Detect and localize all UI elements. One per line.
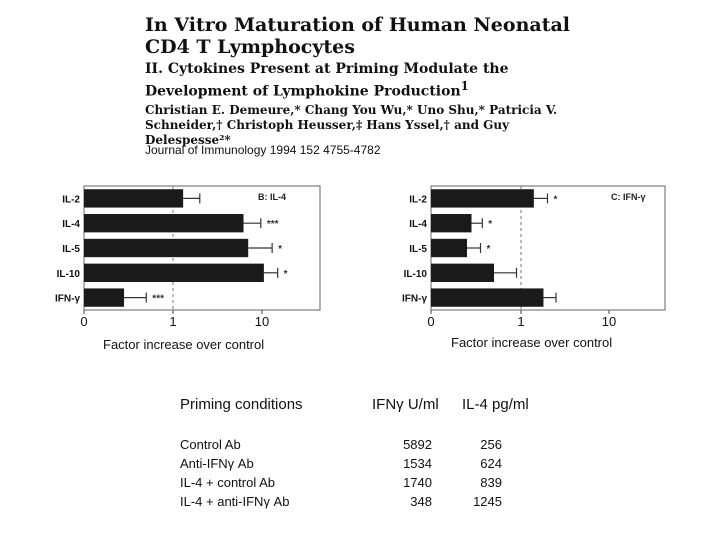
bar [84,189,184,208]
table-cell-ifng: 5892 [403,437,432,452]
category-label: IL-10 [57,269,81,280]
article-header: In Vitro Maturation of Human Neonatal CD… [145,14,575,148]
table-row: Control Ab 5892 256 [180,437,520,455]
bar [431,214,472,233]
table-cell-il4: 624 [480,456,502,471]
chart-b-svg: IL-2 IL-4 *** IL-5 * IL-10 * IFN-γ *** B: IL-4 0 1 1… [55,185,321,329]
chart-panel-b: IL-2 IL-4 *** IL-5 * IL-10 * IFN-γ *** B: IL-4 0 1 1… [30,180,330,340]
significance-marker: * [488,219,492,230]
x-tick-label: 10 [255,314,269,329]
bar [431,189,534,208]
category-label: IL-2 [409,194,427,205]
table-cell-condition: Anti-IFNγ Ab [180,456,254,471]
article-title: In Vitro Maturation of Human Neonatal CD… [145,14,570,58]
bar [84,288,125,307]
article-subtitle: II. Cytokines Present at Priming Modulat… [145,61,575,101]
category-label: IL-10 [404,269,428,280]
subtitle-footnote-mark: 1 [460,79,469,93]
x-tick-label: 0 [427,314,434,329]
panel-label: C: IFN-γ [611,192,646,202]
table-cell-il4: 1245 [473,494,502,509]
x-tick-label: 0 [80,314,87,329]
significance-marker: * [487,244,491,255]
table-cell-il4: 839 [480,475,502,490]
journal-citation: Journal of Immunology 1994 152 4755-4782 [145,143,381,157]
chart-c-svg: IL-2 * IL-4 * IL-5 * IL-10 IFN-γ C: IFN-γ 0 1 10 [402,185,666,329]
table-header-il4: IL-4 pg/ml [462,396,529,413]
significance-marker: * [553,194,557,205]
bar [431,263,494,282]
chart-panel-c: IL-2 * IL-4 * IL-5 * IL-10 IFN-γ C: IFN-γ 0 1 10 [375,180,675,340]
article-subtitle-text: II. Cytokines Present at Priming Modulat… [145,61,509,100]
table-cell-condition: Control Ab [180,437,241,452]
table-cell-condition: IL-4 + control Ab [180,475,276,490]
table-cell-ifng: 348 [410,494,432,509]
significance-marker: * [284,269,288,280]
significance-marker: * [278,244,282,255]
table-row: Anti-IFNγ Ab 1534 624 [180,456,520,474]
table-row: IL-4 + anti-IFNγ Ab 348 1245 [180,494,520,512]
significance-marker: *** [267,219,279,230]
table-cell-condition: IL-4 + anti-IFNγ Ab [180,494,290,509]
x-tick-label: 1 [169,314,176,329]
chart-b-xlabel: Factor increase over control [103,337,265,352]
article-authors: Christian E. Demeure,* Chang You Wu,* Un… [145,102,558,147]
category-label: IFN-γ [55,294,80,305]
bar [84,238,249,258]
table-cell-ifng: 1534 [403,456,432,471]
table-row: IL-4 + control Ab 1740 839 [180,475,520,493]
significance-marker: *** [152,294,164,305]
category-label: IL-5 [409,244,427,255]
category-label: IL-4 [409,219,427,230]
table-cell-ifng: 1740 [403,475,432,490]
table-header-ifng: IFNγ U/ml [372,396,439,413]
bar [431,288,544,307]
category-label: IL-5 [62,244,80,255]
x-tick-label: 10 [602,314,616,329]
table-header-conditions: Priming conditions [180,396,303,413]
table-cell-il4: 256 [480,437,502,452]
category-label: IL-2 [62,194,80,205]
category-label: IFN-γ [402,294,427,305]
category-label: IL-4 [62,219,80,230]
bar [84,263,264,282]
bar [431,238,467,258]
x-tick-label: 1 [517,314,524,329]
panel-label: B: IL-4 [258,192,286,202]
bar [84,214,244,233]
chart-c-xlabel: Factor increase over control [451,335,613,350]
